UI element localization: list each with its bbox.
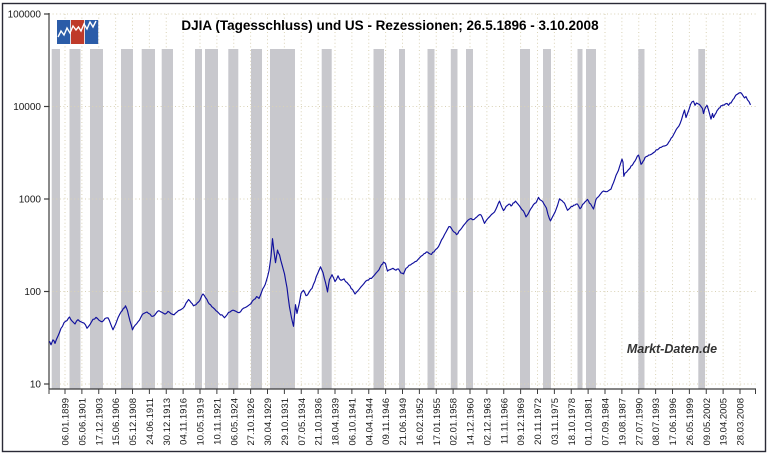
- recession-band: [520, 49, 530, 389]
- recession-band: [698, 49, 705, 389]
- x-tick-label: 05.06.1901: [77, 398, 88, 446]
- recession-band: [141, 49, 155, 389]
- x-tick-label: 06.05.1924: [229, 398, 240, 446]
- x-tick-label: 06.10.1941: [347, 398, 358, 446]
- recession-band: [205, 49, 218, 389]
- logo-square: [57, 20, 71, 44]
- x-tick-label: 16.02.1952: [415, 398, 426, 446]
- x-tick-label: 03.11.1975: [550, 398, 561, 445]
- x-tick-label: 05.12.1908: [128, 398, 139, 446]
- x-tick-label: 08.07.1993: [651, 398, 662, 446]
- x-tick-label: 27.07.1990: [634, 398, 645, 446]
- recession-band: [638, 49, 645, 389]
- recession-band: [195, 49, 202, 389]
- x-tick-label: 02.01.1958: [449, 398, 460, 446]
- y-tick-label: 1000: [19, 195, 42, 206]
- x-tick-label: 04.11.1916: [179, 398, 190, 445]
- x-tick-label: 14.12.1960: [466, 398, 477, 446]
- recession-band: [228, 49, 239, 389]
- x-tick-label: 02.12.1963: [482, 398, 493, 446]
- x-tick-label: 24.06.1911: [145, 398, 156, 445]
- watermark: Markt-Daten.de: [627, 342, 717, 356]
- recession-band: [90, 49, 103, 389]
- recession-band: [69, 49, 81, 389]
- x-tick-label: 18.04.1939: [331, 398, 342, 446]
- recession-band: [121, 49, 133, 389]
- djia-line: [48, 92, 752, 346]
- recession-band: [450, 49, 458, 389]
- y-tick-label: 100: [24, 287, 41, 298]
- y-tick-label: 10000: [13, 102, 41, 113]
- chart-title: DJIA (Tagesschluss) und US - Rezessionen…: [181, 18, 599, 33]
- x-tick-label: 04.04.1944: [364, 398, 375, 446]
- recession-band: [321, 49, 332, 389]
- x-tick-label: 21.10.1936: [314, 398, 325, 446]
- x-tick-label: 18.10.1978: [567, 398, 578, 446]
- x-tick-label: 29.10.1931: [280, 398, 291, 446]
- recession-band: [373, 49, 384, 389]
- x-tick-label: 30.12.1913: [162, 398, 173, 446]
- recession-band: [543, 49, 551, 389]
- x-tick-label: 09.12.1969: [516, 398, 527, 446]
- x-tick-label: 17.06.1996: [668, 398, 679, 446]
- recession-band: [251, 49, 262, 389]
- x-tick-label: 21.06.1949: [398, 398, 409, 446]
- x-tick-label: 10.11.1921: [212, 398, 223, 445]
- recession-band: [427, 49, 435, 389]
- x-tick-label: 30.04.1929: [263, 398, 274, 446]
- recession-band: [586, 49, 596, 389]
- x-tick-label: 19.08.1987: [617, 398, 628, 446]
- x-tick-label: 27.10.1926: [246, 398, 257, 446]
- markt-daten-logo: [57, 20, 99, 44]
- x-tick-label: 20.11.1972: [533, 398, 544, 445]
- recession-band: [51, 49, 60, 389]
- logo-zigzag: [57, 20, 97, 38]
- logo-square: [71, 20, 85, 44]
- x-tick-label: 11.11.1966: [499, 398, 510, 444]
- y-tick-label: 100000: [8, 10, 42, 21]
- y-tick-label: 10: [30, 380, 42, 391]
- chart-generated-layer: 100000 10000 1000 100 10 06.01.1899 05.06.1901…: [8, 10, 756, 446]
- x-tick-label: 17.12.1903: [94, 398, 105, 446]
- x-tick-label: 09.05.2002: [702, 398, 713, 446]
- x-tick-label: 28.03.2008: [736, 398, 747, 446]
- recession-band: [270, 49, 295, 389]
- x-tick-label: 01.10.1981: [584, 398, 595, 446]
- recession-band: [161, 49, 173, 389]
- x-tick-label: 17.01.1955: [432, 398, 443, 446]
- x-tick-label: 07.09.1984: [601, 398, 612, 446]
- x-tick-label: 09.11.1946: [381, 398, 392, 445]
- x-tick-label: 26.05.1999: [685, 398, 696, 446]
- x-tick-label: 15.06.1906: [111, 398, 122, 446]
- recession-band: [577, 49, 583, 389]
- recession-band: [399, 49, 405, 389]
- x-tick-label: 19.04.2005: [719, 398, 730, 446]
- x-tick-label: 10.05.1919: [196, 398, 207, 446]
- x-tick-label: 06.01.1899: [61, 398, 72, 446]
- x-tick-label: 07.05.1934: [297, 398, 308, 446]
